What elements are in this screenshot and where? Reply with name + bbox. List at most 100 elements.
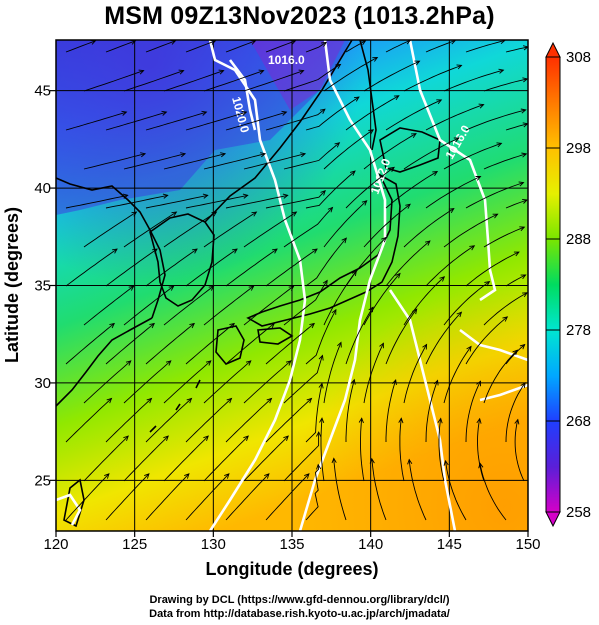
- streamline: [65, 323, 115, 365]
- x-tick-label: 120: [43, 536, 68, 553]
- streamline: [225, 473, 270, 521]
- streamline-arrow: [192, 248, 198, 254]
- x-tick-label: 125: [122, 536, 147, 553]
- streamline-arrow: [436, 99, 443, 105]
- streamline: [305, 383, 323, 443]
- streamline-arrow: [319, 417, 325, 424]
- streamline: [65, 248, 118, 287]
- streamline: [123, 360, 172, 404]
- streamline: [185, 248, 238, 287]
- streamline-arrow: [251, 211, 258, 217]
- streamline: [403, 208, 455, 248]
- streamline: [323, 129, 374, 170]
- streamline: [185, 473, 230, 521]
- streamline: [425, 176, 481, 209]
- streamline-arrow: [211, 211, 218, 217]
- streamline-arrow: [165, 360, 172, 366]
- streamline: [105, 194, 168, 209]
- streamline: [385, 240, 431, 287]
- streamline: [443, 213, 498, 248]
- streamline-arrow: [203, 435, 209, 441]
- streamline: [265, 323, 315, 365]
- streamline-arrow: [178, 69, 185, 75]
- streamline-arrow: [512, 349, 519, 356]
- streamline-arrow: [243, 435, 249, 441]
- streamline: [385, 40, 411, 53]
- streamline-arrow: [245, 360, 252, 366]
- streamline-arrow: [337, 341, 342, 348]
- streamline: [145, 473, 190, 521]
- streamline: [203, 153, 266, 170]
- streamline: [163, 211, 217, 248]
- streamline-arrow: [456, 64, 463, 70]
- streamline: [265, 190, 326, 209]
- streamline-arrow: [469, 245, 476, 251]
- streamline-arrow: [492, 213, 499, 219]
- streamline: [425, 380, 439, 443]
- streamline: [145, 248, 198, 287]
- streamline-arrow: [184, 473, 190, 479]
- streamline: [363, 273, 401, 326]
- x-tick-label: 150: [515, 536, 540, 553]
- streamline: [163, 360, 212, 404]
- streamline: [243, 435, 289, 482]
- streamline-arrow: [138, 69, 145, 75]
- streamline-arrow: [478, 103, 485, 109]
- streamline-arrow: [152, 248, 158, 254]
- streamline: [438, 418, 445, 482]
- streamline: [443, 281, 490, 326]
- streamline: [265, 473, 310, 521]
- wind-streamlines: [65, 40, 528, 521]
- streamline: [83, 285, 134, 326]
- streamline-arrow: [414, 60, 421, 66]
- streamline: [203, 360, 252, 404]
- streamline-arrow: [361, 200, 368, 206]
- streamline-arrow: [309, 322, 315, 329]
- colorbar-min-arrow: [545, 511, 561, 528]
- x-axis-title: Longitude (degrees): [205, 559, 378, 579]
- streamline: [65, 111, 127, 131]
- streamline-arrow: [520, 382, 526, 389]
- streamline-arrow: [291, 211, 298, 217]
- streamline-arrow: [125, 360, 132, 366]
- streamline: [185, 194, 248, 209]
- streamline-arrow: [522, 198, 528, 204]
- streamline: [105, 323, 155, 365]
- streamline-arrow: [220, 152, 227, 158]
- streamline: [123, 211, 177, 248]
- streamline-arrow: [318, 354, 324, 361]
- streamline: [105, 473, 150, 521]
- streamline: [479, 463, 507, 521]
- streamline: [243, 211, 297, 248]
- streamline: [385, 379, 397, 442]
- streamline: [265, 398, 312, 443]
- streamline-arrow: [272, 248, 278, 254]
- streamline: [65, 40, 96, 53]
- streamline-arrow: [298, 69, 305, 75]
- streamline: [105, 248, 158, 287]
- streamline-arrow: [389, 166, 395, 173]
- streamline: [83, 435, 129, 482]
- streamline: [283, 432, 320, 482]
- streamline-arrow: [379, 342, 384, 349]
- streamline-arrow: [186, 397, 193, 404]
- streamline-arrow: [306, 397, 313, 404]
- streamline-arrow: [498, 68, 505, 74]
- streamline: [283, 207, 333, 248]
- streamline: [163, 285, 214, 326]
- streamline-arrow: [522, 292, 528, 298]
- streamline: [483, 292, 528, 326]
- streamline: [305, 42, 327, 53]
- streamline-arrow: [443, 459, 449, 466]
- streamline: [345, 379, 355, 442]
- streamline-arrow: [456, 311, 463, 318]
- streamline: [363, 60, 420, 92]
- streamline-arrow: [476, 380, 481, 387]
- streamline: [283, 64, 341, 92]
- streamline: [465, 109, 526, 131]
- streamline: [83, 153, 146, 170]
- streamline-arrow: [368, 129, 375, 135]
- streamline: [123, 435, 169, 482]
- streamline-arrow: [398, 417, 404, 424]
- streamline: [399, 418, 405, 482]
